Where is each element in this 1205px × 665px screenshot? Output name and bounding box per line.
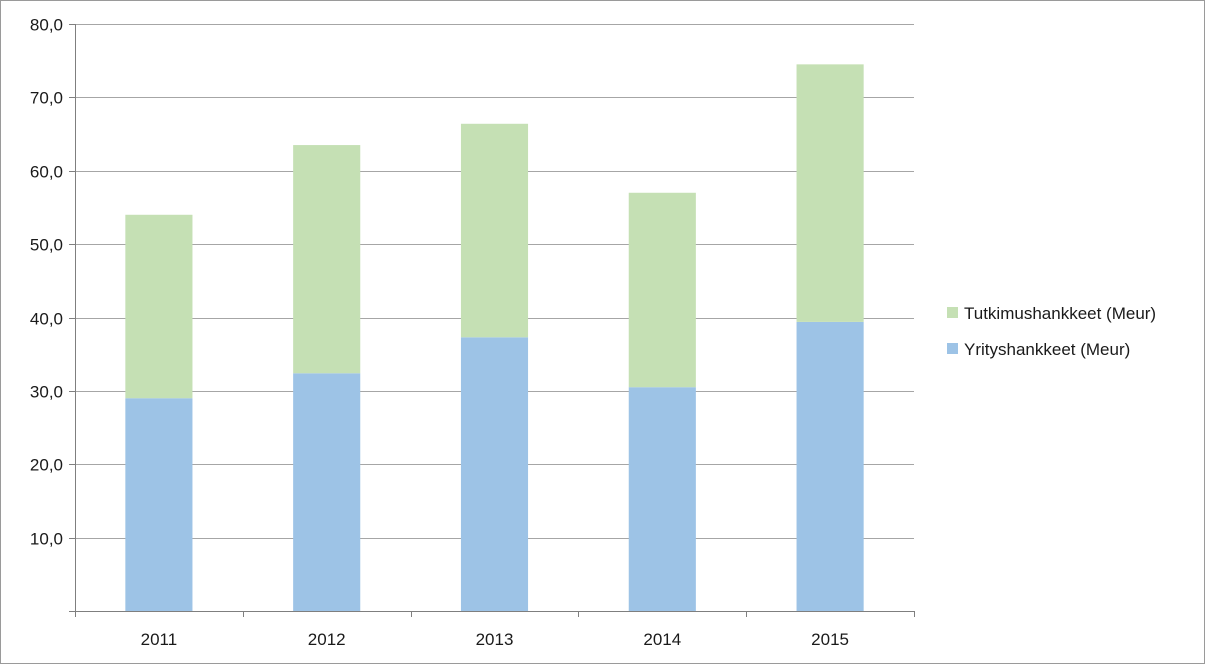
bar-tutkimushankkeet-2015 (796, 64, 864, 322)
y-tick-label: 10,0 (30, 530, 63, 549)
y-tick-label: 80,0 (30, 16, 63, 35)
y-tick-label: 20,0 (30, 456, 63, 475)
legend-label: Tutkimushankkeet (Meur) (964, 304, 1156, 323)
legend: Tutkimushankkeet (Meur) Yrityshankkeet (M… (947, 304, 1156, 359)
bar-yrityshankkeet-2012 (293, 373, 361, 611)
bar-tutkimushankkeet-2012 (293, 145, 361, 374)
y-tick-label: 70,0 (30, 89, 63, 108)
bar-tutkimushankkeet-2013 (460, 123, 529, 338)
bar-yrityshankkeet-2015 (796, 321, 864, 611)
x-tick-label: 2015 (811, 630, 849, 649)
axes (69, 24, 915, 617)
y-tick-label: 60,0 (30, 163, 63, 182)
bar-tutkimushankkeet-2014 (628, 192, 696, 388)
legend-swatch (947, 343, 958, 354)
bar-yrityshankkeet-2014 (628, 387, 696, 611)
x-tick-labels: 2011 2012 2013 2014 2015 (141, 630, 849, 649)
y-tick-label: 30,0 (30, 383, 63, 402)
bar-tutkimushankkeet-2011 (125, 214, 193, 399)
bar-yrityshankkeet-2011 (125, 398, 193, 611)
x-tick-label: 2013 (476, 630, 514, 649)
bars (125, 64, 864, 611)
y-tick-label: 50,0 (30, 236, 63, 255)
x-tick-label: 2011 (141, 630, 178, 649)
y-tick-labels: 10,0 20,0 30,0 40,0 50,0 60,0 70,0 80,0 (30, 16, 63, 549)
legend-swatch (947, 307, 958, 318)
x-tick-label: 2012 (308, 630, 346, 649)
x-tick-label: 2014 (643, 630, 681, 649)
y-tick-label: 40,0 (30, 310, 63, 329)
bar-yrityshankkeet-2013 (460, 337, 529, 611)
legend-label: Yrityshankkeet (Meur) (964, 340, 1130, 359)
